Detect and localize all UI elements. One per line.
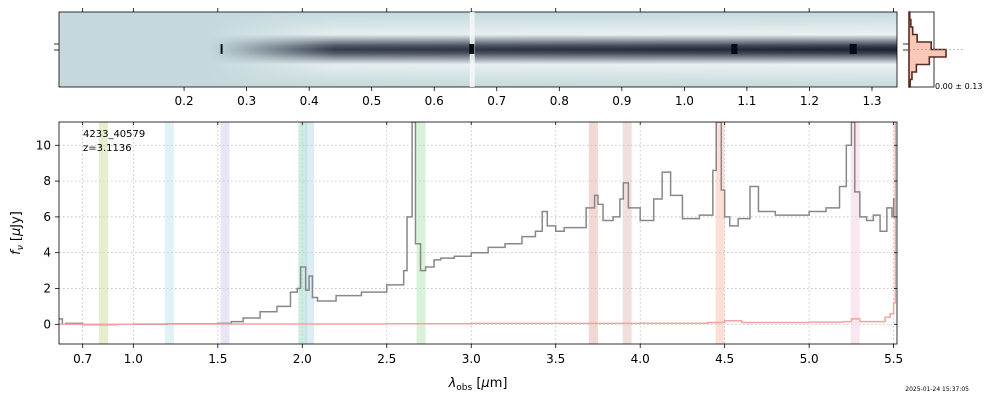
y-tick-label: 2: [43, 282, 51, 296]
x-tick-label: 4.0: [631, 352, 650, 366]
x-tick-label: 5.0: [800, 352, 819, 366]
line-marker: [416, 122, 426, 344]
line-marker: [715, 122, 725, 344]
series-line: [59, 122, 897, 326]
profile-label: 0.00 ± 0.13: [935, 82, 982, 91]
line-marker: [164, 122, 174, 344]
bottom-tick-label: 1.3: [862, 94, 881, 108]
line-marker: [298, 122, 308, 344]
profile-curve: [908, 11, 964, 88]
x-tick-label: 5.5: [884, 352, 903, 366]
y-tick-label: 0: [43, 317, 51, 331]
redshift-label: z=3.1136: [83, 143, 132, 154]
spectrum-2d-continuum-fade: [59, 12, 897, 87]
spectrum-1d-frame: [58, 121, 898, 345]
line-marker: [98, 122, 108, 344]
spectrum-2d-frame: [58, 11, 898, 88]
y-tick-label: 8: [43, 174, 51, 188]
bottom-tick-label: 0.3: [237, 94, 256, 108]
bottom-tick-label: 0.2: [175, 94, 194, 108]
line-marker: [588, 122, 598, 344]
bottom-tick-label: 1.2: [800, 94, 819, 108]
object-id-label: 4233_40579: [83, 129, 145, 140]
line-marker: [220, 122, 230, 344]
y-axis-title: fν [µJy]: [9, 211, 26, 255]
y-tick-label: 6: [43, 210, 51, 224]
bottom-tick-label: 0.8: [550, 94, 569, 108]
x-tick-label: 3.0: [462, 352, 481, 366]
x-axis-title: λobs [µm]: [448, 376, 508, 393]
bottom-tick-label: 0.6: [425, 94, 444, 108]
series-lines: [59, 122, 897, 326]
bottom-tick-label: 0.4: [300, 94, 319, 108]
spectrum-2d-panel: 0.2 0.3 0.4 0.5 0.6 0.7 0.8 0.9 1.0 1.1 1.2 1.3: [54, 8, 909, 108]
spectrum-2d-axis: 0.2 0.3 0.4 0.5 0.6 0.7 0.8 0.9 1.0 1.1 1.2 1.3: [54, 8, 909, 108]
bottom-tick-label: 1.1: [737, 94, 756, 108]
x-tick-label: 1.5: [208, 352, 227, 366]
line-marker: [622, 122, 632, 344]
grid: [59, 122, 897, 344]
axes: 0.7 1.0 1.5 2.0 2.5 3.0 3.5 4.0 4.5 5.0 5.5 0 2 4 6 8 10: [36, 122, 903, 366]
bottom-tick-label: 0.9: [612, 94, 631, 108]
bottom-tick-label: 1.0: [675, 94, 694, 108]
profile-panel: 0.00 ± 0.13: [908, 11, 982, 91]
x-tick-label: 4.5: [715, 352, 734, 366]
spectrum-2d-knot: [469, 44, 475, 54]
series-line: [59, 122, 897, 326]
x-tick-label: 2.5: [377, 352, 396, 366]
spectrum-2d-knot: [731, 44, 738, 54]
x-tick-label: 2.0: [293, 352, 312, 366]
y-tick-label: 4: [43, 246, 51, 260]
bottom-tick-label: 0.7: [487, 94, 506, 108]
line-marker: [850, 122, 860, 344]
y-tick-label: 10: [36, 138, 51, 152]
spectrum-2d-knot: [849, 44, 857, 54]
x-tick-label: 1.0: [124, 352, 143, 366]
bottom-tick-label: 0.5: [362, 94, 381, 108]
x-tick-label: 0.7: [73, 352, 92, 366]
emission-line-markers: [98, 122, 860, 344]
timestamp: 2025-01-24 15:37:05: [905, 386, 969, 393]
x-tick-label: 3.5: [546, 352, 565, 366]
spectrum-2d-knot: [220, 44, 223, 54]
spectrum-1d-panel: 0.7 1.0 1.5 2.0 2.5 3.0 3.5 4.0 4.5 5.0 5.5 0 2 4 6 8 10…: [9, 121, 903, 393]
line-marker: [305, 122, 315, 344]
